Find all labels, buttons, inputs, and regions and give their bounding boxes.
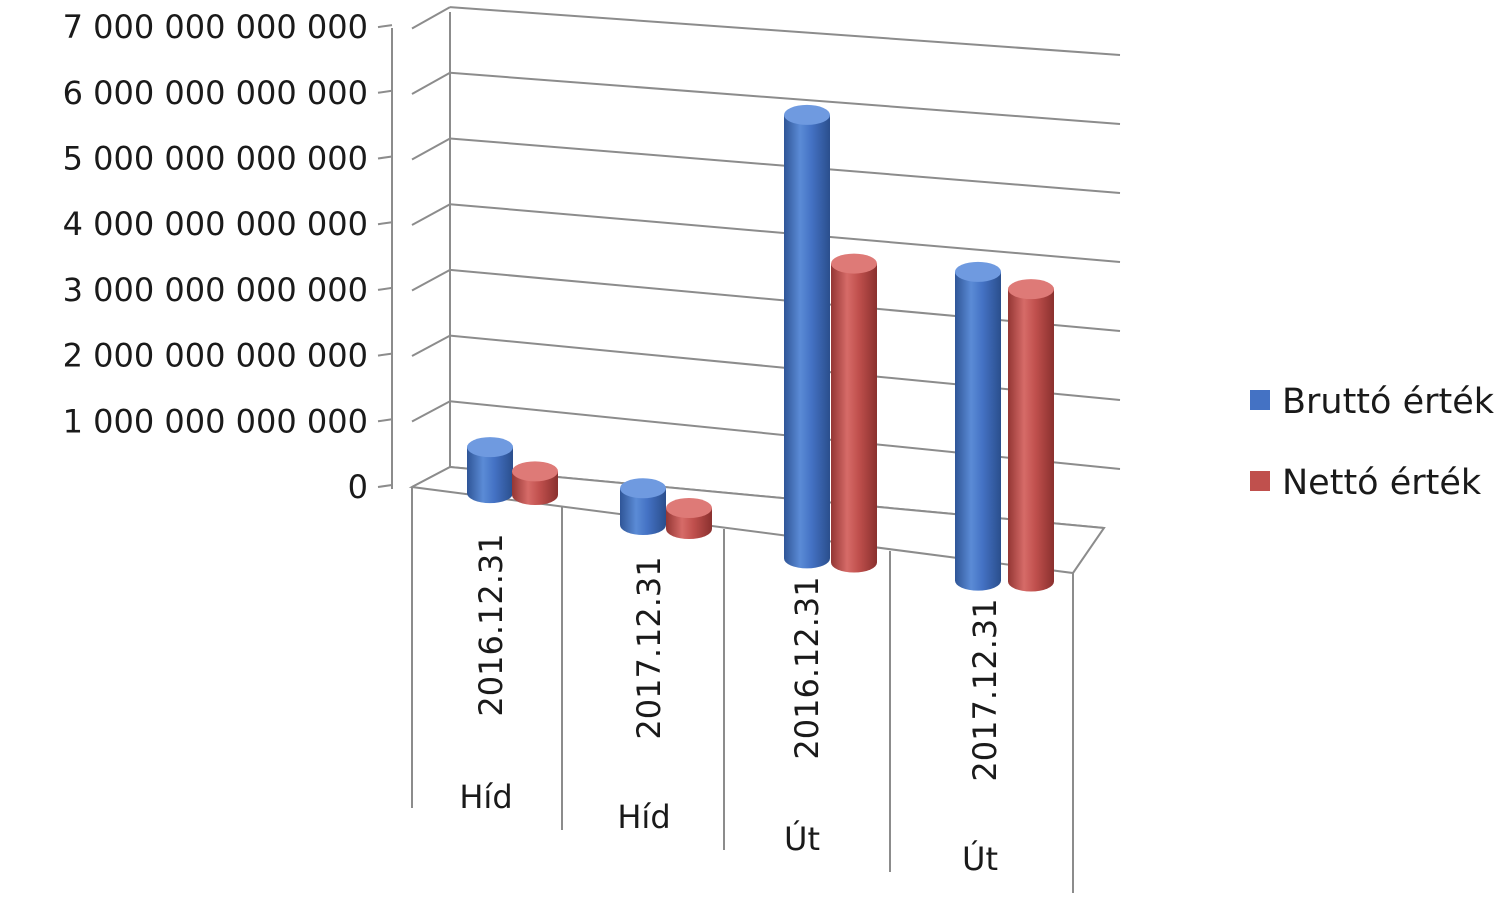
gridline-connector <box>411 334 451 357</box>
y-tick-label: 4 000 000 000 000 <box>63 205 368 243</box>
bar-top <box>467 437 513 458</box>
x-group-label: Út <box>784 819 820 858</box>
x-date-label: 2016.12.31 <box>472 533 510 716</box>
y-tick-mark <box>377 24 393 29</box>
bar-base <box>512 485 558 506</box>
x-date-label: 2017.12.31 <box>966 598 1004 781</box>
gridline-connector <box>411 6 451 30</box>
legend-swatch <box>1250 390 1270 410</box>
bar-top <box>831 253 877 274</box>
labels: 0 1 000 000 000 000 2 000 000 000 000 3 000… <box>63 8 1004 878</box>
x-date-label: 2017.12.31 <box>630 556 668 739</box>
gridline-connector <box>411 137 451 161</box>
bar-netto-2 <box>831 253 877 573</box>
bar-base <box>1008 571 1054 592</box>
bar-base <box>784 548 830 569</box>
gridline-connector <box>411 269 451 292</box>
bar-netto-0 <box>512 461 558 506</box>
gridline-connector <box>411 203 451 226</box>
bar-top <box>620 478 666 499</box>
y-tick-mark <box>377 221 393 226</box>
bar-body <box>831 263 877 563</box>
bar-brutto-1 <box>620 478 666 536</box>
legend: Bruttó érték Nettó érték <box>1250 382 1495 503</box>
bars <box>467 104 1054 592</box>
y-tick-mark <box>377 352 393 357</box>
x-date-label: 2016.12.31 <box>788 576 826 759</box>
gridline <box>449 6 1121 56</box>
y-tick-label: 2 000 000 000 000 <box>63 337 368 375</box>
bar-base <box>666 519 712 540</box>
bar-brutto-3 <box>955 261 1001 591</box>
y-tick-mark <box>377 286 393 291</box>
y-tick-label: 3 000 000 000 000 <box>63 271 368 309</box>
axes <box>377 12 1106 893</box>
y-tick-label: 6 000 000 000 000 <box>63 74 368 112</box>
y-tick-mark <box>377 418 393 423</box>
bar-brutto-0 <box>467 437 513 504</box>
y-tick-label: 1 000 000 000 000 <box>63 402 368 440</box>
y-tick-label: 5 000 000 000 000 <box>63 140 368 178</box>
bar-netto-3 <box>1008 279 1054 592</box>
y-tick-mark <box>377 484 393 488</box>
gridline-connector <box>411 71 451 95</box>
bar-body <box>784 114 830 559</box>
y-tick-mark <box>377 89 393 94</box>
y-tick-label: 0 <box>348 468 368 506</box>
legend-swatch <box>1250 471 1270 491</box>
x-group-label: Híd <box>617 798 670 836</box>
x-group-label: Híd <box>459 778 512 816</box>
bar-base <box>955 570 1001 591</box>
bar-top <box>1008 279 1054 300</box>
bar-body <box>955 271 1001 581</box>
bar-top <box>512 461 558 482</box>
bar-base <box>831 552 877 573</box>
y-tick-mark <box>377 155 393 160</box>
bar-netto-1 <box>666 498 712 540</box>
bar-brutto-2 <box>784 104 830 569</box>
y-tick-label: 7 000 000 000 000 <box>63 8 368 46</box>
gridline <box>449 71 1121 125</box>
bar-top <box>666 498 712 519</box>
legend-label: Bruttó érték <box>1282 382 1495 422</box>
bar-base <box>467 483 513 504</box>
bar-top <box>955 261 1001 282</box>
bar-body <box>1008 289 1054 582</box>
x-group-label: Út <box>962 839 998 878</box>
gridline-connector <box>411 400 451 423</box>
bar-base <box>620 515 666 536</box>
legend-label: Nettó érték <box>1282 463 1482 503</box>
bar-top <box>784 104 830 125</box>
